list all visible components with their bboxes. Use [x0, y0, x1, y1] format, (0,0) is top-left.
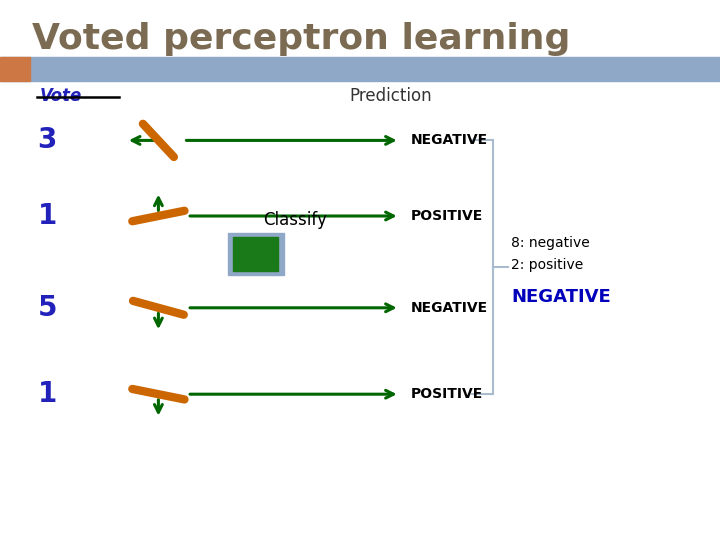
- Text: NEGATIVE: NEGATIVE: [511, 288, 611, 306]
- Bar: [0, 57, 30, 81]
- Text: Classify: Classify: [264, 212, 327, 230]
- Text: 1: 1: [37, 202, 57, 230]
- Text: POSITIVE: POSITIVE: [410, 387, 482, 401]
- Text: Vote: Vote: [40, 87, 82, 105]
- Bar: [0, 57, 720, 81]
- Text: 3: 3: [37, 126, 57, 154]
- Text: 5: 5: [37, 294, 57, 322]
- Text: 2: positive: 2: positive: [511, 258, 583, 272]
- Text: 8: negative: 8: negative: [511, 236, 590, 250]
- Text: NEGATIVE: NEGATIVE: [410, 133, 487, 147]
- Text: Prediction: Prediction: [349, 87, 432, 105]
- Bar: [233, 237, 278, 271]
- Text: Voted perceptron learning: Voted perceptron learning: [32, 22, 571, 56]
- Text: 1: 1: [37, 380, 57, 408]
- Text: NEGATIVE: NEGATIVE: [410, 301, 487, 315]
- Text: POSITIVE: POSITIVE: [410, 209, 482, 223]
- Bar: [228, 233, 284, 275]
